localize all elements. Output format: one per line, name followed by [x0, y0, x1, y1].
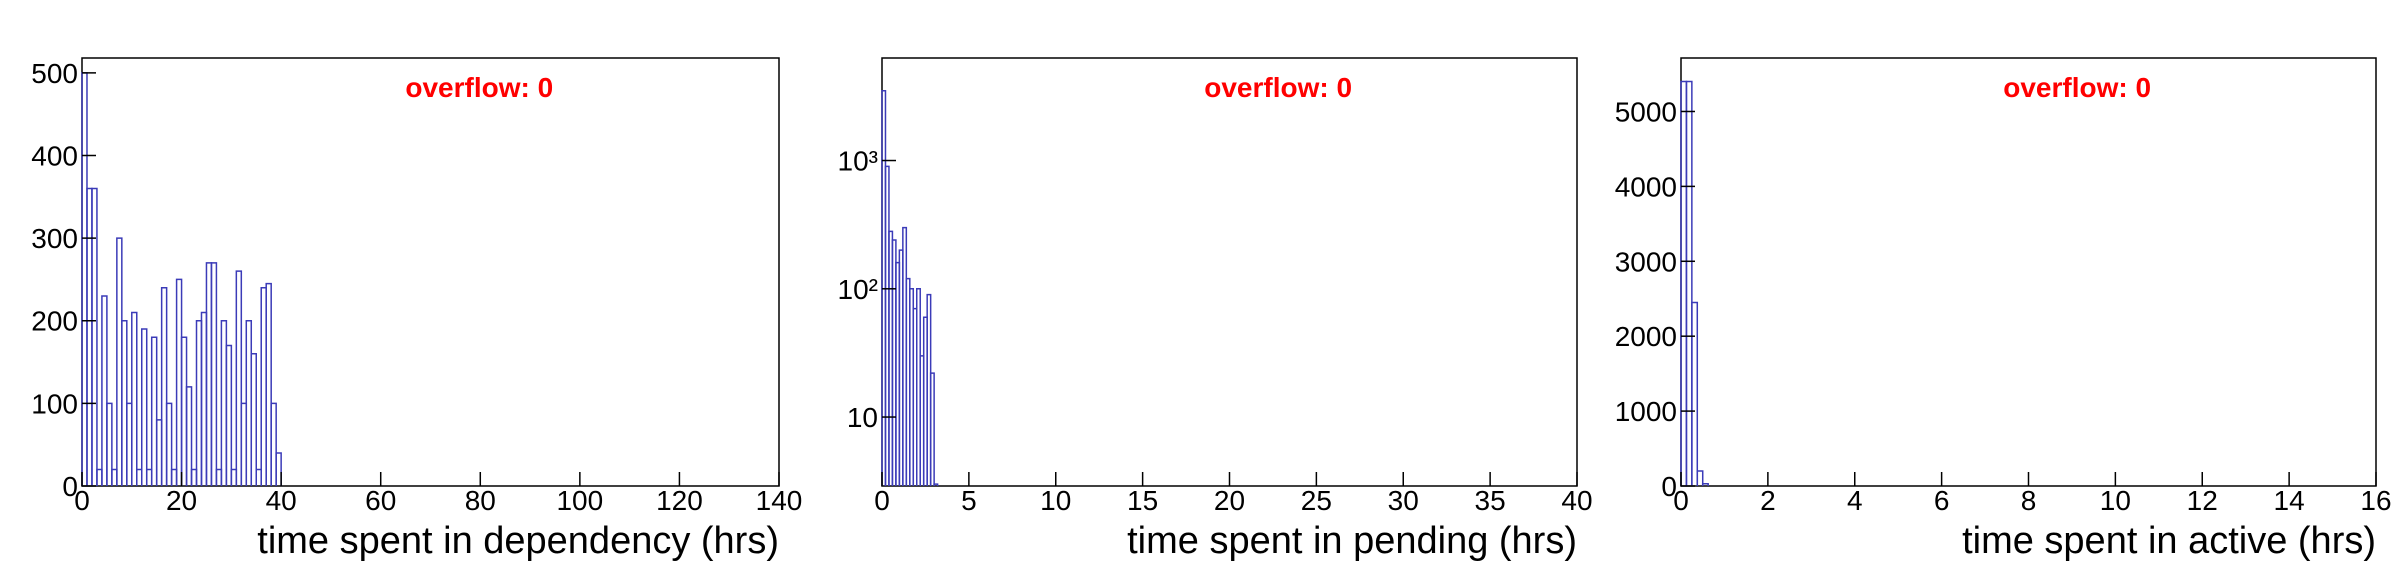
x-tick-label: 35	[1475, 485, 1506, 516]
x-tick-label: 10	[1040, 485, 1071, 516]
histogram-bin	[1680, 80, 1688, 486]
y-tick-label: 200	[31, 306, 78, 337]
x-tick-label: 40	[266, 485, 297, 516]
x-tick-label: 8	[2021, 485, 2037, 516]
x-tick-label: 0	[874, 485, 890, 516]
histogram-bin	[160, 286, 168, 486]
y-tick-label: 10	[847, 402, 878, 433]
x-tick-label: 16	[2360, 485, 2391, 516]
x-tick-label: 20	[166, 485, 197, 516]
y-tick-label: 2000	[1615, 321, 1677, 352]
x-tick-label: 10	[2100, 485, 2131, 516]
x-tick-label: 30	[1388, 485, 1419, 516]
histogram-bin	[165, 402, 173, 486]
y-tick-label: 100	[31, 388, 78, 419]
x-tick-label: 100	[556, 485, 603, 516]
x-tick-label: 120	[656, 485, 703, 516]
y-tick-label: 3000	[1615, 246, 1677, 277]
histogram-bin	[140, 328, 148, 486]
x-axis-label: time spent in pending (hrs)	[1127, 520, 1577, 562]
x-tick-label: 25	[1301, 485, 1332, 516]
overflow-annotation: overflow: 0	[1204, 72, 1352, 103]
histogram-bin	[275, 452, 282, 486]
x-tick-label: 80	[465, 485, 496, 516]
x-tick-label: 14	[2274, 485, 2305, 516]
x-tick-label: 0	[74, 485, 90, 516]
histogram-bin	[265, 282, 272, 486]
histogram-bin	[225, 344, 233, 486]
histogram-bin	[185, 386, 193, 486]
histogram-bin	[106, 402, 113, 486]
y-tick-label: 10²	[838, 274, 878, 305]
x-tick-label: 40	[1561, 485, 1592, 516]
histogram-bin	[1691, 301, 1699, 486]
x-tick-label: 0	[1673, 485, 1689, 516]
histogram-bin	[250, 353, 257, 486]
x-tick-label: 60	[365, 485, 396, 516]
x-axis-label: time spent in active (hrs)	[1962, 520, 2376, 562]
y-tick-label: 500	[31, 58, 78, 89]
histogram-bin	[1685, 80, 1693, 486]
overflow-annotation: overflow: 0	[2003, 72, 2151, 103]
histogram-bin	[91, 187, 98, 486]
histogram-bin	[933, 483, 939, 486]
x-tick-label: 4	[1847, 485, 1863, 516]
y-tick-label: 10³	[838, 146, 878, 177]
histogram-bin	[131, 311, 138, 486]
y-tick-label: 300	[31, 223, 78, 254]
plot-frame	[1680, 57, 2377, 487]
y-tick-label: 4000	[1615, 171, 1677, 202]
histogram-bin	[210, 262, 218, 486]
y-tick-label: 5000	[1615, 96, 1677, 127]
y-tick-label: 1000	[1615, 396, 1677, 427]
y-tick-label: 0	[62, 471, 78, 502]
x-tick-label: 140	[756, 485, 803, 516]
histogram-bin	[1696, 470, 1704, 486]
x-tick-label: 15	[1127, 485, 1158, 516]
histogram-bin	[270, 402, 277, 486]
plot-frame	[881, 57, 1578, 487]
y-tick-label: 400	[31, 140, 78, 171]
x-tick-label: 2	[1760, 485, 1776, 516]
histogram-bin	[235, 270, 243, 486]
x-tick-label: 6	[1934, 485, 1950, 516]
x-tick-label: 5	[961, 485, 977, 516]
histogram-bin	[1701, 483, 1709, 486]
histogram-bin	[150, 336, 158, 486]
x-tick-label: 12	[2187, 485, 2218, 516]
x-tick-label: 20	[1214, 485, 1245, 516]
histogram-bin	[101, 295, 108, 486]
x-axis-label: time spent in dependency (hrs)	[257, 520, 779, 562]
y-tick-label: 0	[1661, 471, 1677, 502]
overflow-annotation: overflow: 0	[405, 72, 553, 103]
histogram-bin	[929, 372, 935, 486]
